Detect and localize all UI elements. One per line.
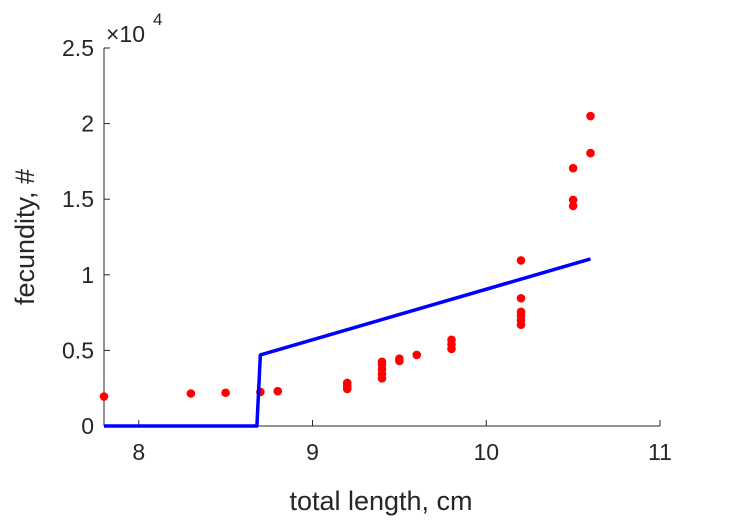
data-point <box>586 148 595 158</box>
x-tick-label: 10 <box>473 439 499 465</box>
labels-layer: ×10 4 total length, cm fecundity, # <box>10 10 473 516</box>
data-point <box>273 386 283 396</box>
y-tick-label: 1.5 <box>62 186 94 212</box>
y-tick-label: 0 <box>81 413 94 439</box>
data-point <box>516 307 526 317</box>
data-point <box>586 111 595 121</box>
data-point <box>99 392 109 401</box>
y-tick-label: 1 <box>81 262 94 288</box>
x-axis-label: total length, cm <box>289 486 472 516</box>
y-axis-label: fecundity, # <box>10 169 40 305</box>
data-layer <box>99 111 595 428</box>
data-point <box>342 378 352 388</box>
data-point <box>516 293 526 303</box>
data-point <box>568 195 578 205</box>
data-point <box>412 350 422 360</box>
data-point <box>186 389 196 398</box>
x-tick-label: 9 <box>306 439 319 465</box>
data-point <box>568 163 578 173</box>
data-point <box>395 354 404 364</box>
y-tick-label: 2 <box>81 111 94 137</box>
y-exponent-label: ×10 <box>106 21 145 47</box>
y-tick-label: 0.5 <box>62 337 94 363</box>
axes: 8 9 10 11 0 0.5 1 1.5 2 2.5 <box>62 35 672 465</box>
x-tick-label: 8 <box>132 439 145 465</box>
data-point <box>447 335 456 345</box>
y-tick-label: 2.5 <box>62 35 94 61</box>
data-point <box>568 201 578 211</box>
data-point <box>377 357 387 367</box>
y-exponent-power: 4 <box>153 10 162 29</box>
data-point <box>516 256 526 265</box>
data-point <box>221 388 230 398</box>
model-line <box>104 257 591 428</box>
x-tick-label: 11 <box>648 439 672 465</box>
